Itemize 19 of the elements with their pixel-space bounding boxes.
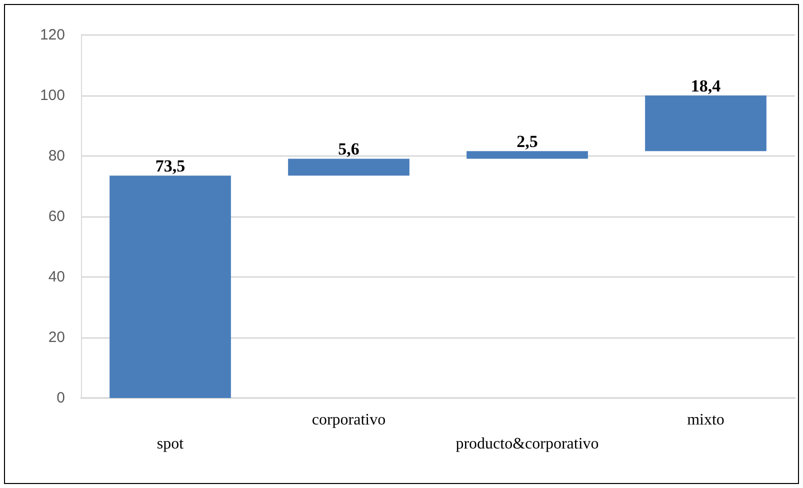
data-label: 73,5 [155,156,186,176]
bar [288,158,410,176]
y-tick-label: 100 [40,87,65,104]
y-tick-label: 20 [48,329,65,346]
bar [466,151,588,159]
y-tick-label: 80 [48,148,65,164]
bar [645,96,766,152]
x-tick-label: spot [156,436,184,452]
bar [110,176,231,398]
y-tick-label: 40 [48,268,65,286]
data-label: 18,4 [690,76,722,96]
data-label: 2,5 [516,132,538,152]
x-tick-label: producto&corporativo [456,436,599,452]
y-tick-label: 60 [48,208,65,225]
data-label: 5,6 [338,140,360,159]
y-tick-label: 120 [40,26,65,44]
x-tick-label: mixto [687,412,724,428]
x-tick-label: corporativo [312,412,386,428]
y-tick-label: 0 [56,390,65,406]
